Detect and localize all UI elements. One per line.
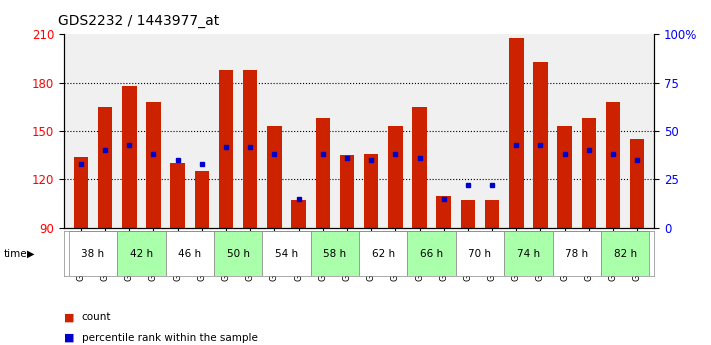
Text: 58 h: 58 h bbox=[324, 249, 346, 258]
Bar bbox=[311, 231, 359, 276]
Bar bbox=[601, 231, 649, 276]
Bar bbox=[117, 231, 166, 276]
Bar bbox=[461, 200, 475, 228]
Bar bbox=[171, 163, 185, 228]
Bar bbox=[98, 107, 112, 228]
Text: 66 h: 66 h bbox=[420, 249, 443, 258]
Bar bbox=[74, 157, 88, 228]
Text: ■: ■ bbox=[64, 333, 75, 343]
Text: 70 h: 70 h bbox=[469, 249, 491, 258]
Bar bbox=[316, 118, 330, 228]
Bar bbox=[504, 231, 552, 276]
Text: percentile rank within the sample: percentile rank within the sample bbox=[82, 333, 257, 343]
Text: 82 h: 82 h bbox=[614, 249, 636, 258]
Bar bbox=[630, 139, 644, 228]
Bar bbox=[364, 154, 378, 228]
Text: ■: ■ bbox=[64, 313, 75, 322]
Bar bbox=[262, 231, 311, 276]
Bar bbox=[166, 231, 214, 276]
Bar bbox=[340, 155, 354, 228]
Bar bbox=[456, 231, 504, 276]
Bar bbox=[407, 231, 456, 276]
Text: 46 h: 46 h bbox=[178, 249, 201, 258]
Bar bbox=[195, 171, 209, 228]
Text: 62 h: 62 h bbox=[372, 249, 395, 258]
Text: 50 h: 50 h bbox=[227, 249, 250, 258]
Bar bbox=[552, 231, 601, 276]
Text: 38 h: 38 h bbox=[82, 249, 105, 258]
Bar bbox=[509, 38, 523, 228]
Bar bbox=[267, 126, 282, 228]
Bar bbox=[388, 126, 402, 228]
Text: time: time bbox=[4, 249, 27, 258]
Bar bbox=[557, 126, 572, 228]
Bar bbox=[412, 107, 427, 228]
Text: 54 h: 54 h bbox=[275, 249, 298, 258]
Bar bbox=[437, 196, 451, 228]
Bar bbox=[69, 231, 117, 276]
Bar bbox=[582, 118, 596, 228]
Bar bbox=[122, 86, 137, 228]
Bar bbox=[485, 200, 499, 228]
Bar bbox=[606, 102, 620, 228]
Bar bbox=[146, 102, 161, 228]
Text: GDS2232 / 1443977_at: GDS2232 / 1443977_at bbox=[58, 14, 219, 28]
Text: 74 h: 74 h bbox=[517, 249, 540, 258]
Text: ▶: ▶ bbox=[27, 249, 35, 258]
Bar bbox=[214, 231, 262, 276]
Text: 78 h: 78 h bbox=[565, 249, 588, 258]
Bar bbox=[359, 231, 407, 276]
Bar bbox=[219, 70, 233, 228]
Text: count: count bbox=[82, 313, 111, 322]
Text: 42 h: 42 h bbox=[130, 249, 153, 258]
Bar bbox=[533, 62, 547, 228]
Bar bbox=[292, 200, 306, 228]
Bar bbox=[243, 70, 257, 228]
